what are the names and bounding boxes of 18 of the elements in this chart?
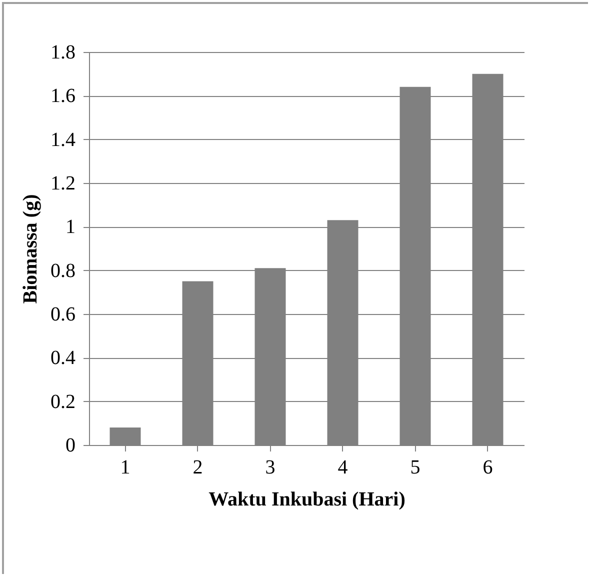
y-tick-label: 1.2: [50, 172, 76, 194]
x-axis-title: Waktu Inkubasi (Hari): [208, 488, 406, 510]
y-tick-label: 0: [66, 434, 76, 456]
x-tick-label: 5: [410, 456, 420, 478]
y-tick-label: 0.6: [50, 304, 76, 326]
y-tick-label: 1.6: [50, 85, 76, 108]
x-tick-label: 4: [338, 456, 348, 478]
y-tick-label: 0.2: [50, 390, 76, 413]
y-tick-label: 1: [66, 216, 76, 238]
y-axis-title: Biomassa (g): [20, 194, 42, 304]
x-tick-label: 6: [482, 456, 493, 478]
x-tick-label: 3: [265, 456, 276, 478]
x-tick-label: 1: [120, 456, 130, 478]
x-tick-label: 2: [192, 456, 203, 478]
y-tick-label: 0.8: [50, 260, 76, 282]
y-tick-label: 1.4: [50, 128, 76, 151]
y-tick-label: 1.8: [50, 42, 76, 64]
y-tick-label: 0.4: [50, 347, 76, 370]
